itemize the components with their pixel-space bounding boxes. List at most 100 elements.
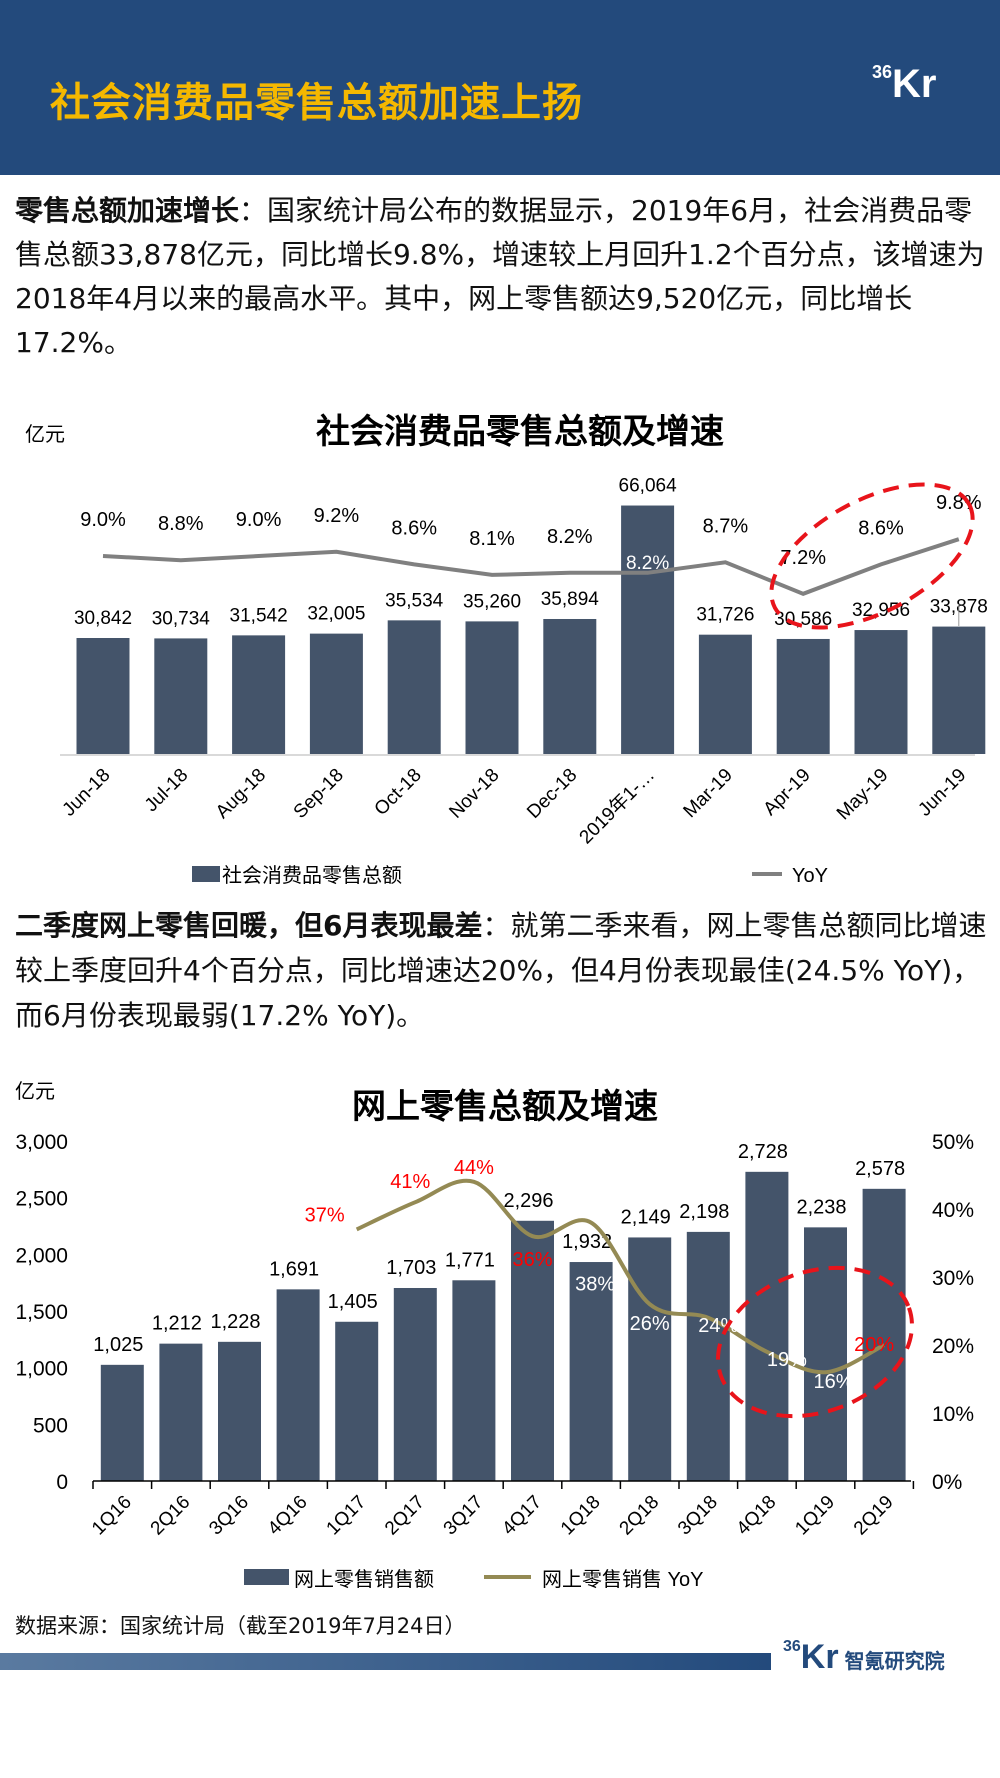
yoy-label: 44% bbox=[454, 1157, 494, 1179]
bar bbox=[154, 638, 208, 754]
yoy-label: 16% bbox=[813, 1371, 853, 1393]
x-tick-label: 4Q16 bbox=[264, 1492, 312, 1540]
bar-value-label: 32,956 bbox=[852, 600, 910, 621]
paragraph-retail-total: 零售总额加速增长：国家统计局公布的数据显示，2019年6月，社会消费品零售总额3… bbox=[15, 189, 990, 365]
yoy-label: 8.7% bbox=[703, 515, 749, 537]
bar bbox=[452, 1280, 496, 1481]
bar-value-label: 1,703 bbox=[386, 1257, 436, 1279]
x-tick-label: 1Q19 bbox=[791, 1492, 839, 1540]
x-tick-label: 3Q17 bbox=[440, 1492, 488, 1540]
chart-online-retail: 亿元 网上零售总额及增速 0 500 1,000 1,500 2,000 2,500 3,000… bbox=[15, 1080, 974, 1591]
bar bbox=[628, 1237, 672, 1481]
yoy-label: 8.8% bbox=[158, 513, 204, 535]
right-axis-tick: 40% bbox=[932, 1199, 974, 1222]
bar bbox=[218, 1341, 261, 1481]
x-tick-label: 1Q18 bbox=[557, 1492, 605, 1540]
yoy-label: 36% bbox=[512, 1249, 552, 1271]
left-axis-tick: 1,000 bbox=[15, 1358, 68, 1381]
bar-value-label: 2,578 bbox=[855, 1158, 905, 1180]
bar-value-label: 35,534 bbox=[385, 590, 444, 611]
x-tick-label: Mar-19 bbox=[680, 765, 737, 822]
legend-bar-swatch bbox=[244, 1569, 289, 1585]
bar-value-label: 30,586 bbox=[774, 609, 832, 630]
bar-value-label: 2,149 bbox=[621, 1206, 671, 1228]
x-tick-label: 3Q16 bbox=[205, 1492, 253, 1540]
yoy-label: 8.2% bbox=[626, 553, 669, 574]
x-tick-label: Apr-19 bbox=[760, 765, 815, 820]
data-source: 数据来源：国家统计局（截至2019年7月24日） bbox=[15, 1614, 466, 1638]
legend-line-label: YoY bbox=[792, 865, 828, 887]
x-tick-label: Jun-19 bbox=[914, 765, 970, 821]
yoy-label: 19% bbox=[767, 1349, 807, 1371]
right-axis-tick: 10% bbox=[932, 1403, 974, 1426]
x-tick-label: 2Q19 bbox=[850, 1492, 898, 1540]
yoy-label: 20% bbox=[854, 1334, 894, 1356]
bar bbox=[100, 1364, 144, 1481]
right-axis-tick: 0% bbox=[932, 1471, 962, 1494]
paragraph-online-retail: 二季度网上零售回暖，但6月表现最差：就第二季来看，网上零售总额同比增速较上季度回… bbox=[15, 903, 990, 1038]
x-tick-label: Jul-18 bbox=[141, 765, 192, 816]
chart-retail-total: 亿元 社会消费品零售总额及增速 30,842 Jun-18 30,734 Jul-18 31… bbox=[25, 413, 988, 887]
bar bbox=[776, 638, 830, 754]
bar bbox=[276, 1289, 320, 1481]
bar bbox=[159, 1343, 203, 1481]
bar-value-label: 35,260 bbox=[463, 591, 521, 612]
x-tick-label: 3Q18 bbox=[674, 1492, 722, 1540]
right-axis-tick: 20% bbox=[932, 1335, 974, 1358]
unit-label: 亿元 bbox=[15, 1080, 55, 1103]
bar-value-label: 1,771 bbox=[445, 1249, 495, 1271]
highlight-ellipse bbox=[769, 482, 975, 630]
x-tick-label: Oct-18 bbox=[371, 765, 426, 820]
x-tick-label: Dec-18 bbox=[523, 765, 581, 823]
yoy-label: 8.6% bbox=[858, 517, 904, 539]
bar bbox=[309, 633, 363, 754]
bar-value-label: 1,405 bbox=[328, 1291, 378, 1313]
para1-heading: 零售总额加速增长 bbox=[15, 194, 240, 227]
bar bbox=[804, 1227, 847, 1481]
x-tick-label: 1Q17 bbox=[323, 1492, 371, 1540]
yoy-label: 8.2% bbox=[547, 526, 593, 548]
left-axis-tick: 3,000 bbox=[15, 1131, 68, 1154]
bar bbox=[232, 635, 286, 754]
bar bbox=[511, 1220, 554, 1481]
bar bbox=[393, 1287, 437, 1481]
legend-bar-swatch bbox=[192, 866, 220, 882]
bar-value-label: 31,542 bbox=[230, 605, 288, 626]
x-tick-label: 1Q16 bbox=[88, 1492, 136, 1540]
bar bbox=[686, 1231, 730, 1481]
left-axis-tick: 1,500 bbox=[15, 1301, 68, 1324]
x-tick-label: Jun-18 bbox=[59, 765, 115, 821]
bar-value-label: 31,726 bbox=[696, 605, 754, 626]
36kr-logo: 36Kr bbox=[872, 62, 937, 106]
bar-value-label: 2,198 bbox=[679, 1201, 729, 1223]
x-tick-label: Aug-18 bbox=[212, 765, 270, 823]
bar-value-label: 1,228 bbox=[210, 1311, 260, 1333]
unit-label: 亿元 bbox=[25, 423, 65, 446]
yoy-line bbox=[355, 1178, 886, 1375]
bar bbox=[76, 638, 130, 754]
left-axis-tick: 2,500 bbox=[15, 1188, 68, 1211]
x-tick-label: 4Q17 bbox=[498, 1492, 546, 1540]
bar bbox=[698, 634, 752, 754]
header-banner: 社会消费品零售总额加速上扬 36Kr bbox=[0, 0, 1000, 175]
bar-value-label: 1,932 bbox=[562, 1231, 612, 1253]
yoy-label: 8.1% bbox=[469, 528, 515, 550]
yoy-label: 37% bbox=[305, 1204, 345, 1226]
bar bbox=[569, 1262, 613, 1481]
bar-value-label: 2,296 bbox=[503, 1190, 553, 1212]
x-tick-label: Nov-18 bbox=[445, 765, 503, 823]
legend-bar-label: 社会消费品零售总额 bbox=[222, 864, 402, 887]
bar bbox=[543, 618, 597, 754]
yoy-label: 8.6% bbox=[391, 517, 437, 539]
yoy-label: 9.0% bbox=[80, 509, 126, 531]
yoy-line bbox=[102, 537, 960, 596]
bar-value-label: 2,238 bbox=[796, 1196, 846, 1218]
x-tick-label: May-19 bbox=[833, 765, 893, 825]
bar bbox=[465, 621, 519, 754]
footer-logo: 36Kr 智氪研究院 bbox=[783, 1638, 945, 1676]
yoy-label: 9.0% bbox=[236, 509, 282, 531]
legend-bar-label: 网上零售销售额 bbox=[294, 1568, 434, 1591]
para2-heading: 二季度网上零售回暖，但6月表现最差 bbox=[15, 909, 483, 942]
bar bbox=[335, 1321, 379, 1481]
right-axis-tick: 50% bbox=[932, 1131, 974, 1154]
